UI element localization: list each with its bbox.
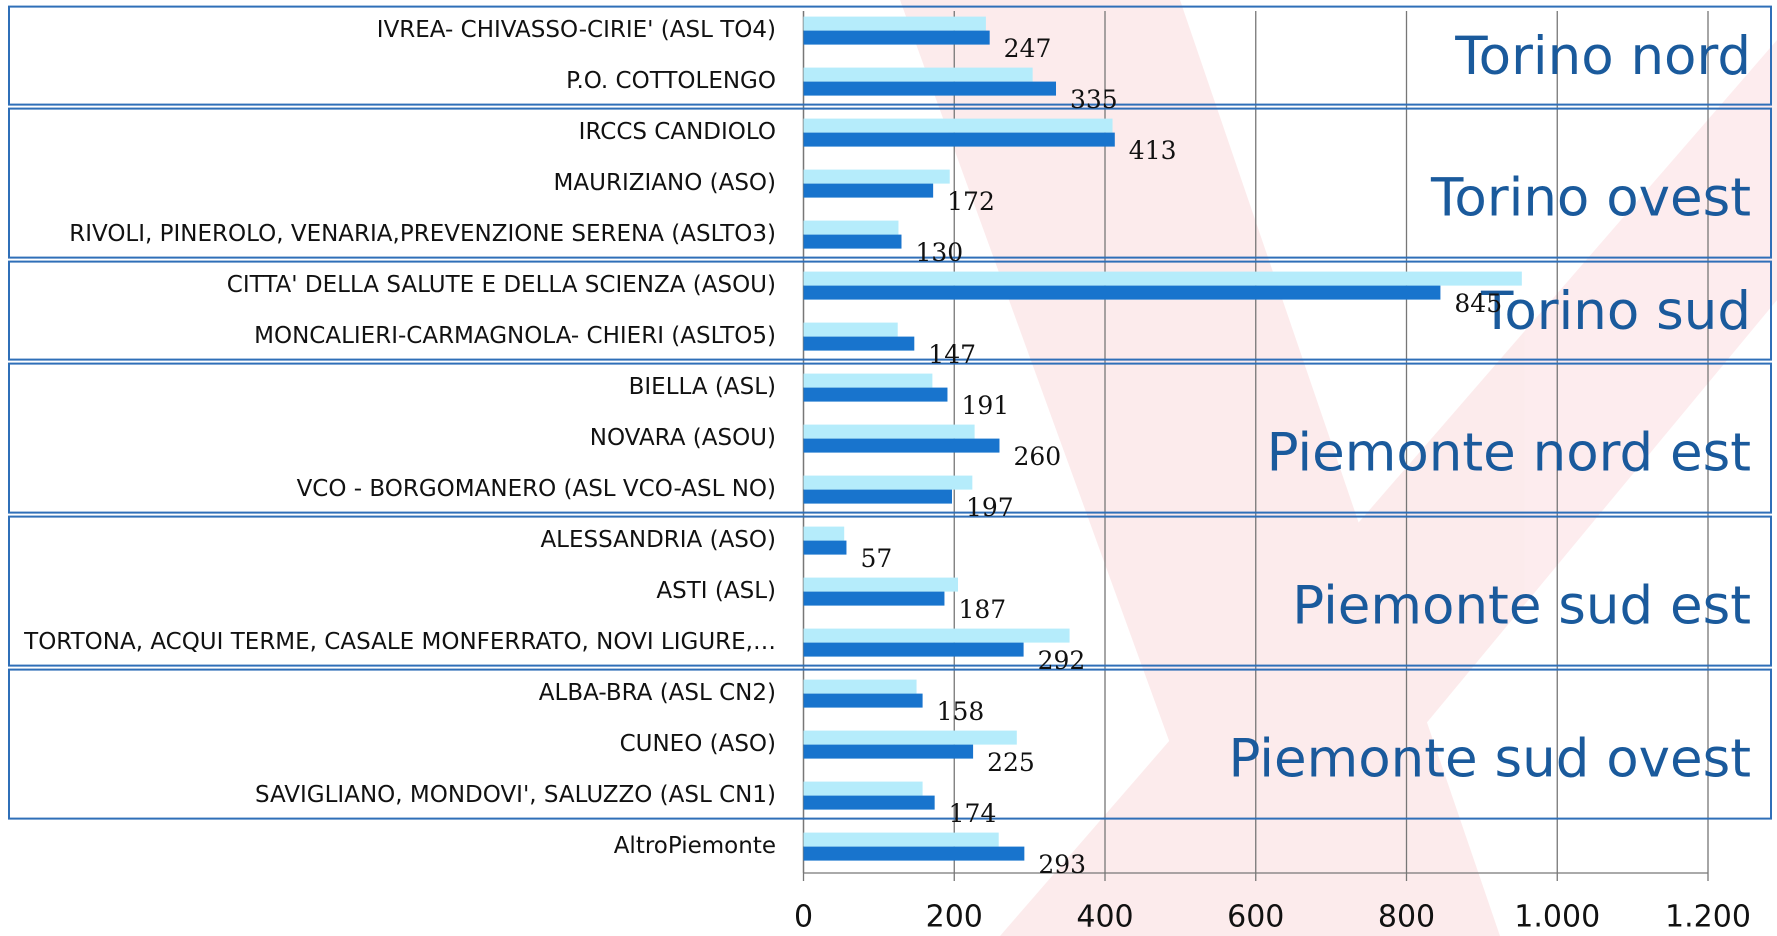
- category-label: MAURIZIANO (ASO): [554, 170, 776, 196]
- category-label: BIELLA (ASL): [629, 374, 776, 400]
- bar: [803, 285, 1441, 300]
- bar: [803, 322, 898, 337]
- data-label: 247: [1004, 34, 1052, 63]
- data-label: 147: [928, 340, 976, 369]
- bar: [803, 526, 845, 541]
- bar: [803, 679, 917, 694]
- bar: [803, 118, 1113, 133]
- bar: [803, 475, 973, 490]
- data-label: 335: [1070, 85, 1118, 114]
- background-ribbon: [900, 0, 1777, 936]
- bar: [803, 591, 945, 606]
- bar: [803, 387, 948, 402]
- data-label: 197: [966, 493, 1014, 522]
- data-label: 292: [1038, 646, 1086, 675]
- bar: [803, 781, 923, 796]
- region-label: Piemonte nord est: [1267, 423, 1751, 484]
- x-tick-label: 1.000: [1514, 900, 1600, 935]
- bar: [803, 438, 1000, 453]
- bar: [803, 30, 990, 45]
- group-box: [8, 362, 1772, 514]
- category-label: CITTA' DELLA SALUTE E DELLA SCIENZA (ASO…: [227, 272, 776, 298]
- region-label: Piemonte sud ovest: [1229, 729, 1752, 790]
- x-tick-label: 800: [1378, 900, 1435, 935]
- x-tick-label: 0: [794, 900, 813, 935]
- bar: [803, 220, 899, 235]
- bar: [803, 540, 847, 555]
- category-label: ALBA-BRA (ASL CN2): [539, 680, 776, 706]
- bar: [803, 795, 935, 810]
- category-label: IRCCS CANDIOLO: [579, 119, 776, 145]
- data-label: 187: [958, 595, 1006, 624]
- bar: [803, 832, 999, 847]
- bar: [803, 132, 1115, 147]
- group-box: [8, 260, 1772, 361]
- category-label: TORTONA, ACQUI TERME, CASALE MONFERRATO,…: [23, 629, 776, 655]
- data-label: 158: [937, 697, 985, 726]
- x-tick-label: 1.200: [1665, 900, 1751, 935]
- category-label: ASTI (ASL): [656, 578, 776, 604]
- data-label: 845: [1454, 289, 1502, 318]
- bar: [803, 846, 1025, 861]
- x-tick-label: 600: [1227, 900, 1284, 935]
- group-box: [8, 515, 1772, 667]
- bar: [803, 271, 1522, 286]
- bar: [803, 424, 975, 439]
- bar: [803, 183, 934, 198]
- group-box: [8, 668, 1772, 820]
- bar: [803, 693, 923, 708]
- data-label: 413: [1129, 136, 1177, 165]
- category-label: AltroPiemonte: [614, 833, 776, 859]
- bar: [803, 336, 915, 351]
- region-label: Torino sud: [1480, 281, 1751, 342]
- category-label: SAVIGLIANO, MONDOVI', SALUZZO (ASL CN1): [255, 782, 776, 808]
- category-label: NOVARA (ASOU): [590, 425, 776, 451]
- bar: [803, 628, 1070, 643]
- bar: [803, 642, 1024, 657]
- bar: [803, 577, 959, 592]
- bar: [803, 234, 902, 249]
- category-label: P.O. COTTOLENGO: [566, 68, 776, 94]
- bar: [803, 16, 986, 31]
- data-label: 293: [1038, 850, 1086, 879]
- group-box: [8, 107, 1772, 259]
- data-label: 225: [987, 748, 1035, 777]
- data-label: 130: [915, 238, 963, 267]
- bar: [803, 489, 952, 504]
- category-label: ALESSANDRIA (ASO): [540, 527, 776, 553]
- category-label: RIVOLI, PINEROLO, VENARIA,PREVENZIONE SE…: [69, 221, 776, 247]
- category-label: CUNEO (ASO): [620, 731, 776, 757]
- data-label: 191: [961, 391, 1009, 420]
- bar: [803, 744, 974, 759]
- bar: [803, 373, 933, 388]
- region-label: Piemonte sud est: [1292, 576, 1751, 637]
- data-label: 172: [947, 187, 995, 216]
- category-label: VCO - BORGOMANERO (ASL VCO-ASL NO): [297, 476, 776, 502]
- bar: [803, 169, 950, 184]
- bar: [803, 67, 1033, 82]
- x-tick-label: 400: [1076, 900, 1133, 935]
- region-label: Torino ovest: [1430, 168, 1751, 229]
- region-label: Torino nord: [1454, 26, 1751, 87]
- data-label: 174: [949, 799, 997, 828]
- x-tick-label: 200: [926, 900, 983, 935]
- category-label: IVREA- CHIVASSO-CIRIE' (ASL TO4): [377, 17, 776, 43]
- data-label: 260: [1013, 442, 1061, 471]
- data-label: 57: [860, 544, 892, 573]
- bar: [803, 730, 1017, 745]
- category-label: MONCALIERI-CARMAGNOLA- CHIERI (ASLTO5): [254, 323, 776, 349]
- bar: [803, 81, 1057, 96]
- group-box: [8, 5, 1772, 106]
